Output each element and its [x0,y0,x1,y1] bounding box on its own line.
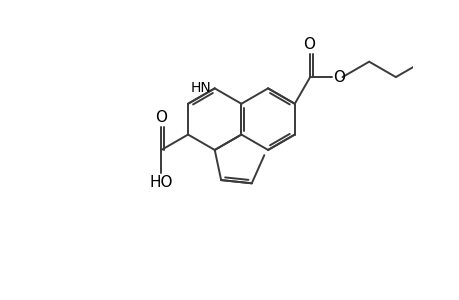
Text: O: O [332,70,345,85]
Text: HO: HO [149,176,173,190]
Text: O: O [303,37,315,52]
Text: O: O [155,110,167,124]
Text: HN: HN [190,81,211,95]
